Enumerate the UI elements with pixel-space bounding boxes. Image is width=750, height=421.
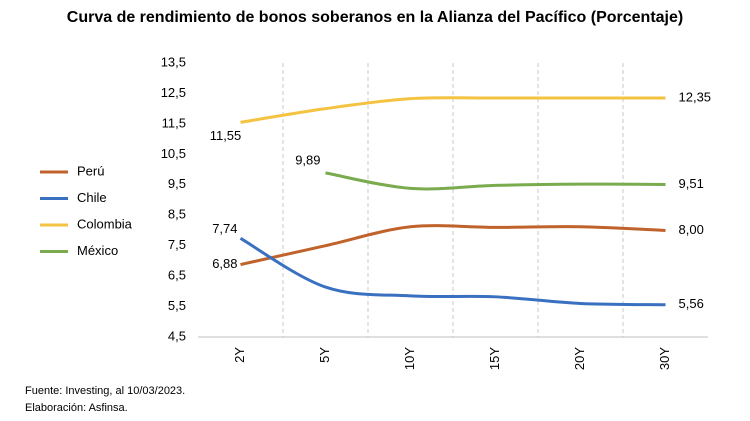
source-note: Fuente: Investing, al 10/03/2023. xyxy=(25,385,185,397)
data-label: 5,56 xyxy=(679,296,704,311)
y-tick-label: 9,5 xyxy=(168,176,186,191)
y-tick-label: 4,5 xyxy=(168,328,186,343)
legend-label: Perú xyxy=(77,163,104,178)
y-tick-label: 8,5 xyxy=(168,207,186,222)
x-tick-label: 2Y xyxy=(232,347,247,363)
legend-label: Colombia xyxy=(77,216,133,231)
y-tick-label: 5,5 xyxy=(168,298,186,313)
y-tick-label: 6,5 xyxy=(168,268,186,283)
y-tick-label: 10,5 xyxy=(161,146,186,161)
chart-title: Curva de rendimiento de bonos soberanos … xyxy=(67,9,683,26)
data-label: 7,74 xyxy=(212,221,237,236)
series-line xyxy=(325,171,666,191)
x-tick-label: 5Y xyxy=(317,347,332,363)
credit-note: Elaboración: Asfinsa. xyxy=(25,402,128,414)
series-line xyxy=(239,237,666,307)
data-label: 9,89 xyxy=(295,152,320,167)
data-label: 6,88 xyxy=(212,256,237,271)
series-line xyxy=(240,96,666,124)
data-label: 12,35 xyxy=(679,89,712,104)
data-label: 8,00 xyxy=(679,222,704,237)
y-tick-label: 12,5 xyxy=(161,85,186,100)
x-tick-label: 10Y xyxy=(402,347,417,370)
legend-label: Chile xyxy=(77,190,107,205)
data-label: 9,51 xyxy=(679,176,704,191)
y-tick-label: 13,5 xyxy=(161,54,186,69)
series-line xyxy=(240,224,666,267)
x-tick-label: 30Y xyxy=(657,347,672,370)
x-tick-label: 20Y xyxy=(572,347,587,370)
y-tick-label: 11,5 xyxy=(162,115,186,130)
legend-label: México xyxy=(77,243,118,258)
y-tick-label: 7,5 xyxy=(168,237,186,252)
data-label: 11,55 xyxy=(210,128,242,143)
x-tick-label: 15Y xyxy=(487,347,502,370)
